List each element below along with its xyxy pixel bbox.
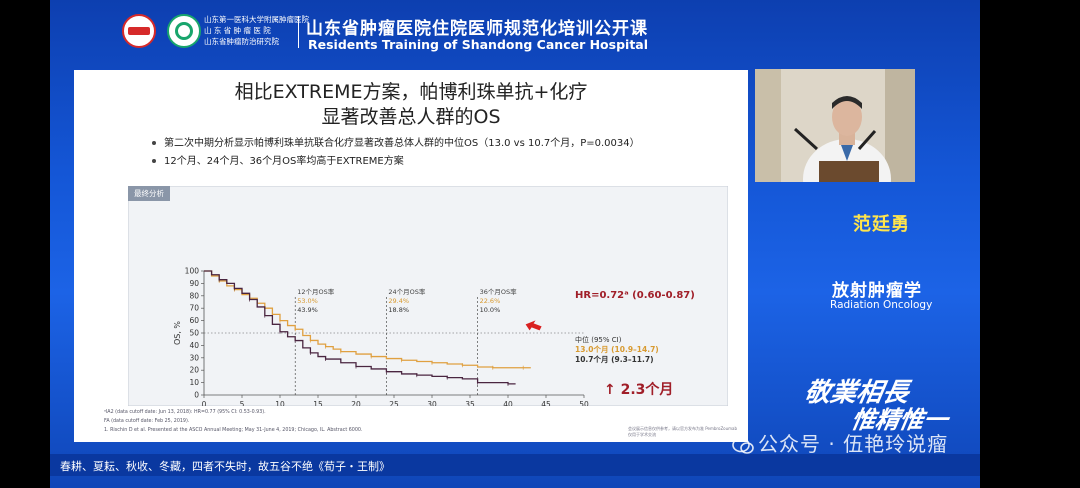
x-tick-label: 5	[240, 400, 245, 406]
bullet-item: 第二次中期分析显示帕博利珠单抗联合化疗显著改善总体人群的中位OS（13.0 vs…	[152, 135, 640, 153]
median-pembro: 13.0个月 (10.9–14.7)	[575, 344, 659, 354]
watermark: 公众号 · 伍艳玲说瘤	[732, 428, 948, 457]
y-tick-label: 90	[189, 279, 199, 288]
landmark-extreme-rate: 43.9%	[297, 306, 318, 314]
x-tick-label: 15	[313, 400, 323, 406]
landmark-pembro-rate: 29.4%	[388, 297, 409, 305]
x-tick-label: 50	[579, 400, 589, 406]
cancer-hospital-logo-icon	[167, 14, 201, 48]
landmark-pembro-rate: 22.6%	[480, 297, 501, 305]
chart-panel	[128, 186, 728, 406]
y-tick-label: 0	[194, 391, 199, 400]
wechat-icon	[732, 437, 754, 454]
y-tick-label: 40	[189, 341, 199, 350]
y-tick-label: 60	[189, 316, 199, 325]
slide-bullets: 第二次中期分析显示帕博利珠单抗联合化疗显著改善总体人群的中位OS（13.0 vs…	[152, 135, 640, 171]
final-analysis-tag: 最终分析	[128, 186, 170, 201]
km-survival-chart: 0 5 10 15 20 25 30 35 40 45 50 0 10 20 30 40 50 60 70 80 90 1…	[128, 186, 728, 406]
caption-bar	[50, 454, 980, 476]
y-tick-label: 20	[189, 366, 199, 375]
landmark-label: 12个月OS率	[297, 287, 335, 296]
median-extreme: 10.7个月 (9.3–11.7)	[575, 354, 654, 364]
landmark-extreme-rate: 10.0%	[480, 306, 501, 314]
header-divider	[298, 16, 299, 48]
landmark-extreme-rate: 18.8%	[388, 306, 409, 314]
x-tick-label: 10	[275, 400, 285, 406]
improvement-label: ↑ 2.3个月	[604, 381, 673, 398]
y-axis-label: OS, %	[173, 321, 182, 345]
landmark-pembro-rate: 53.0%	[297, 297, 318, 305]
slide-disclaimer: 会议展示信息仅供参考，请以官方发布为准 PembroZoumab 仅用于学术交流	[628, 426, 738, 437]
median-header: 中位 (95% CI)	[575, 335, 622, 344]
speaker-video	[755, 69, 915, 182]
x-tick-label: 20	[351, 400, 361, 406]
landmark-label: 36个月OS率	[480, 287, 518, 296]
presentation-slide: 相比EXTREME方案，帕博利珠单抗+化疗 显著改善总人群的OS 第二次中期分析…	[74, 70, 748, 442]
landmark-label: 24个月OS率	[388, 287, 426, 296]
bullet-item: 12个月、24个月、36个月OS率均高于EXTREME方案	[152, 153, 640, 171]
slide-footnotes: ᵃIA2 (data cutoff date: Jun 13, 2018): H…	[104, 410, 363, 433]
hospital-logo-icon	[122, 14, 156, 48]
x-tick-label: 25	[389, 400, 399, 406]
y-tick-label: 80	[189, 291, 199, 300]
header-banner: 山东第一医科大学附属肿瘤医院 山 东 省 肿 瘤 医 院 山东省肿瘤防治研究院 …	[50, 0, 980, 64]
y-tick-label: 30	[189, 353, 199, 362]
x-tick-label: 30	[427, 400, 437, 406]
y-tick-label: 10	[189, 378, 199, 387]
x-tick-label: 40	[503, 400, 513, 406]
department-en: Radiation Oncology	[830, 299, 933, 311]
y-tick-label: 100	[185, 267, 200, 276]
course-title-cn: 山东省肿瘤医院住院医师规范化培训公开课	[306, 19, 648, 39]
hazard-ratio: HR=0.72ᵃ (0.60-0.87)	[575, 290, 695, 301]
arrow-pointer-icon	[525, 320, 542, 331]
hospital-names: 山东第一医科大学附属肿瘤医院 山 东 省 肿 瘤 医 院 山东省肿瘤防治研究院	[204, 15, 309, 46]
x-tick-label: 35	[465, 400, 475, 406]
caption-text: 春耕、夏耘、秋收、冬藏，四者不失时，故五谷不绝《荀子・王制》	[60, 460, 390, 473]
course-title-en: Residents Training of Shandong Cancer Ho…	[308, 37, 649, 52]
speaker-figure-icon	[755, 69, 915, 182]
x-tick-label: 45	[541, 400, 551, 406]
y-tick-label: 70	[189, 304, 199, 313]
speaker-name: 范廷勇	[853, 214, 910, 235]
department-cn: 放射肿瘤学	[832, 281, 922, 301]
slide-title: 相比EXTREME方案，帕博利珠单抗+化疗 显著改善总人群的OS	[234, 81, 588, 128]
x-tick-label: 0	[202, 400, 207, 406]
y-tick-label: 50	[189, 329, 199, 338]
